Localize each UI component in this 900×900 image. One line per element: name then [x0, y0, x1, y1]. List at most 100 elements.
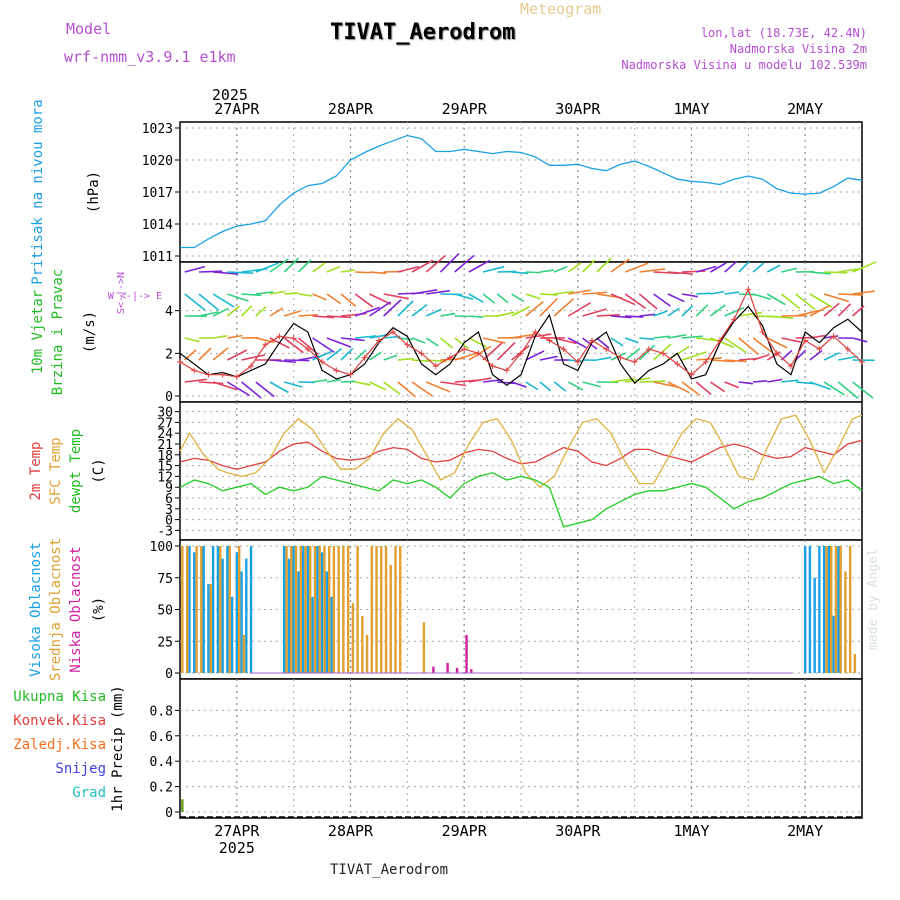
wind-arrow	[411, 259, 434, 273]
bar	[249, 546, 253, 673]
gust-marker	[759, 329, 766, 335]
wind-arrow	[795, 309, 820, 317]
wind-arrow	[369, 271, 387, 275]
wind-arrow	[852, 381, 874, 399]
bar	[230, 596, 234, 673]
wind-arrow	[667, 271, 693, 275]
gust-marker	[560, 346, 567, 353]
gust-marker	[347, 371, 354, 378]
wind-arrow	[752, 262, 765, 273]
gust-marker	[461, 346, 468, 353]
bar	[299, 546, 302, 673]
wind-arrow	[738, 261, 750, 273]
wind-arrow	[852, 290, 875, 295]
gust-marker	[844, 346, 851, 353]
legend-entry: Konvek.Kisa	[13, 713, 106, 729]
wind-arrow	[823, 302, 840, 317]
wind-arrow	[354, 349, 367, 361]
wind-arrow	[440, 381, 467, 387]
wind-arrow	[312, 262, 326, 273]
wind-arrow	[539, 298, 558, 317]
wind-arrow	[809, 349, 823, 361]
y-tick-label: 100	[150, 540, 173, 555]
wind-arrow	[582, 259, 596, 273]
bar	[200, 546, 203, 673]
y-tick-label: 3	[165, 503, 173, 518]
wind-arrow	[695, 304, 709, 317]
y-tick-label: -3	[157, 524, 173, 539]
wind-arrow	[567, 381, 584, 391]
bar	[399, 546, 402, 673]
wind-arrow	[610, 315, 632, 319]
y-tick-label: 0	[165, 390, 173, 405]
series-line	[179, 439, 863, 470]
gust-marker	[603, 346, 610, 353]
y-axis-title: SFC Temp	[48, 437, 64, 504]
wind-arrow	[852, 305, 865, 317]
wind-arrow	[610, 337, 624, 347]
bar	[193, 552, 196, 673]
wind-arrow	[809, 293, 833, 308]
wind-arrow	[809, 304, 830, 317]
wind-arrow	[198, 270, 223, 273]
wind-arrow	[397, 300, 414, 317]
day-label-bottom: 27APR	[214, 822, 260, 840]
y-axis-unit: (hPa)	[86, 171, 102, 213]
bar	[188, 546, 191, 673]
wind-arrow	[468, 259, 491, 273]
gust-marker	[802, 337, 809, 344]
wind-arrow	[496, 293, 509, 304]
bar	[332, 546, 336, 673]
wind-arrow	[709, 304, 726, 317]
wind-arrow	[596, 337, 610, 349]
y-tick-label: 0.8	[150, 704, 173, 719]
wind-arrow	[482, 265, 505, 273]
wind-arrow	[412, 359, 430, 362]
gust-marker	[404, 341, 411, 348]
gust-marker	[418, 350, 425, 357]
gust-marker	[631, 358, 638, 365]
wind-arrow	[439, 337, 454, 349]
panel-frame	[179, 678, 863, 819]
bar	[316, 546, 319, 673]
wind-arrow	[198, 311, 219, 317]
wind-arrow	[525, 381, 539, 391]
wind-arrow	[625, 315, 644, 318]
wind-arrow	[781, 267, 798, 273]
bar	[301, 546, 305, 673]
wind-arrow	[624, 337, 639, 344]
gust-marker	[660, 350, 667, 357]
wind-arrow	[497, 311, 515, 317]
y-tick-label: 0.6	[150, 730, 173, 745]
wind-arrow	[255, 262, 279, 273]
wind-arrow	[582, 291, 608, 295]
bar	[216, 546, 220, 673]
y-axis-title: 2m Temp	[28, 441, 44, 500]
wind-arrow	[397, 381, 416, 398]
wind-arrow	[681, 381, 701, 396]
bar	[375, 546, 378, 673]
wind-arrow	[639, 337, 655, 341]
bar	[389, 565, 392, 673]
wind-arrow	[355, 271, 371, 274]
bar	[323, 546, 326, 673]
bar	[242, 634, 246, 673]
wind-arrow	[269, 307, 284, 317]
wind-arrow	[411, 381, 433, 397]
wind-direction-key-vertical: S<-|->N	[116, 272, 127, 314]
wind-arrow	[838, 293, 863, 296]
y-axis-unit: (%)	[91, 597, 107, 622]
wind-arrow	[824, 271, 848, 274]
gust-marker	[674, 361, 681, 367]
wind-arrow	[624, 293, 647, 310]
wind-arrow	[696, 357, 722, 361]
bar	[818, 546, 821, 673]
gust-marker	[702, 358, 709, 365]
labels-layer: 202527APR27APR28APR28APR29APR29APR30APR3…	[13, 86, 823, 857]
bar	[311, 596, 314, 673]
wind-arrow	[312, 379, 328, 383]
wind-arrow	[724, 260, 738, 273]
wind-arrow	[553, 381, 567, 392]
wind-arrow	[681, 293, 698, 298]
wind-arrow	[753, 379, 768, 383]
